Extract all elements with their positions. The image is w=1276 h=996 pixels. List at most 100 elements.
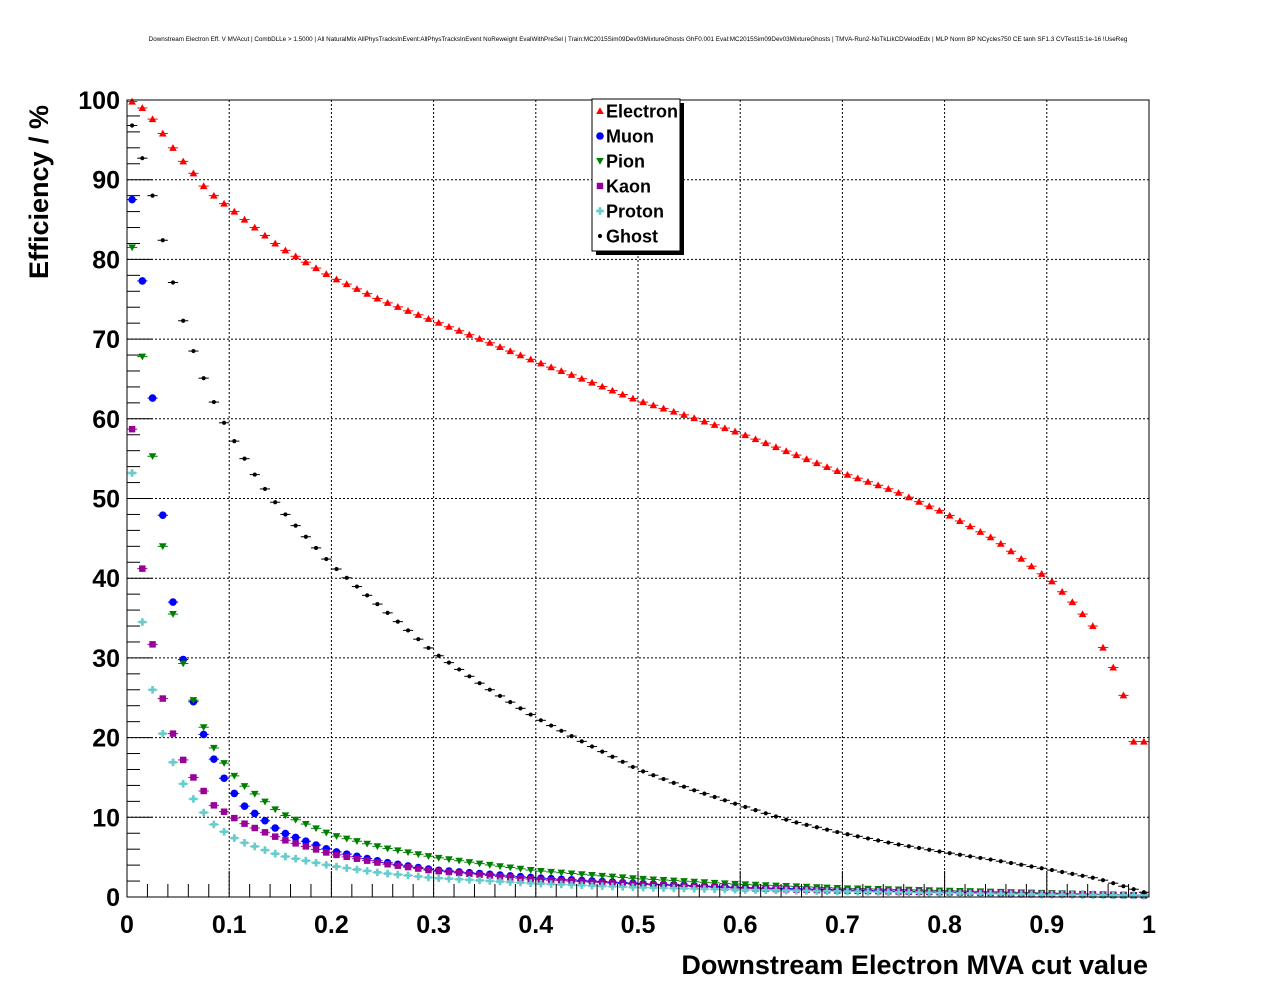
data-point (549, 723, 554, 728)
data-point (496, 863, 504, 871)
data-point (649, 876, 658, 884)
data-point (158, 511, 167, 520)
data-point (641, 769, 646, 774)
data-point (363, 840, 371, 848)
data-point (588, 881, 596, 890)
data-point (537, 868, 545, 875)
data-point (589, 744, 595, 749)
data-point (261, 798, 269, 806)
data-point (618, 874, 627, 882)
legend-label: Kaon (606, 177, 651, 197)
data-point (475, 860, 484, 868)
data-point (332, 833, 341, 840)
data-point (404, 863, 412, 871)
data-point (1099, 891, 1107, 899)
data-point (853, 887, 862, 896)
data-point (925, 502, 934, 510)
data-point (475, 876, 484, 885)
data-point (334, 566, 339, 572)
data-point (240, 215, 249, 223)
legend: Electron Muon Pion Kaon Proton Ghost (591, 98, 684, 255)
data-point (710, 879, 719, 887)
data-point (445, 856, 453, 864)
data-point (434, 874, 443, 882)
data-point (721, 424, 729, 432)
data-point (506, 864, 515, 872)
data-point (649, 401, 658, 409)
data-point (608, 873, 617, 881)
data-point (507, 874, 514, 881)
data-point (680, 878, 688, 885)
data-point (353, 865, 361, 874)
data-point (956, 517, 964, 525)
data-point (148, 115, 157, 123)
data-point (835, 829, 840, 835)
data-point (414, 872, 423, 881)
x-tick-label: 0.8 (927, 911, 962, 939)
data-point (210, 744, 218, 752)
data-point (283, 512, 288, 517)
data-point (1060, 869, 1065, 875)
data-point (424, 853, 433, 860)
data-point (1109, 663, 1118, 671)
data-point (138, 618, 147, 626)
data-point (1078, 891, 1087, 899)
data-point (733, 801, 738, 806)
data-point (404, 849, 412, 857)
data-point (1111, 881, 1116, 886)
data-point (414, 851, 423, 859)
data-point (230, 207, 239, 215)
data-point (588, 378, 596, 386)
data-point (1070, 871, 1075, 876)
data-point (487, 687, 492, 692)
data-point (374, 859, 381, 866)
data-point (865, 836, 871, 841)
data-point (651, 773, 656, 778)
data-point (690, 414, 699, 422)
data-point (434, 854, 443, 862)
data-point (886, 840, 891, 845)
data-point (823, 463, 831, 471)
data-point (557, 869, 566, 877)
data-point (567, 371, 576, 378)
y-axis-title: Efficiency / % (24, 105, 54, 279)
data-point (906, 844, 911, 849)
data-point (242, 456, 247, 461)
x-tick-label: 1 (1142, 911, 1156, 939)
data-point (271, 806, 279, 814)
data-point (1037, 890, 1046, 899)
data-point (250, 790, 259, 798)
data-point (342, 835, 351, 843)
data-point (620, 759, 625, 764)
data-point (567, 870, 576, 878)
data-point (935, 506, 944, 514)
data-point (823, 887, 831, 895)
data-point (363, 867, 371, 875)
data-point (1129, 891, 1138, 900)
data-point (526, 355, 535, 363)
data-point (629, 875, 637, 883)
data-point (312, 846, 320, 853)
data-point (271, 849, 279, 858)
data-point (281, 829, 290, 838)
data-point (506, 878, 515, 886)
data-point (302, 856, 310, 865)
data-point (894, 888, 903, 897)
data-point (128, 97, 136, 105)
data-point (455, 326, 463, 334)
data-point (731, 885, 739, 894)
data-point (476, 871, 483, 878)
data-point (250, 223, 259, 231)
data-point (435, 867, 442, 875)
data-point (547, 868, 555, 876)
data-point (281, 812, 290, 820)
data-point (517, 874, 524, 882)
data-point (445, 322, 453, 330)
data-point (731, 880, 739, 888)
data-point (659, 877, 668, 884)
data-point (199, 808, 208, 817)
data-point (567, 881, 576, 889)
data-point (600, 749, 605, 754)
data-point (210, 820, 218, 829)
data-point (343, 853, 350, 861)
